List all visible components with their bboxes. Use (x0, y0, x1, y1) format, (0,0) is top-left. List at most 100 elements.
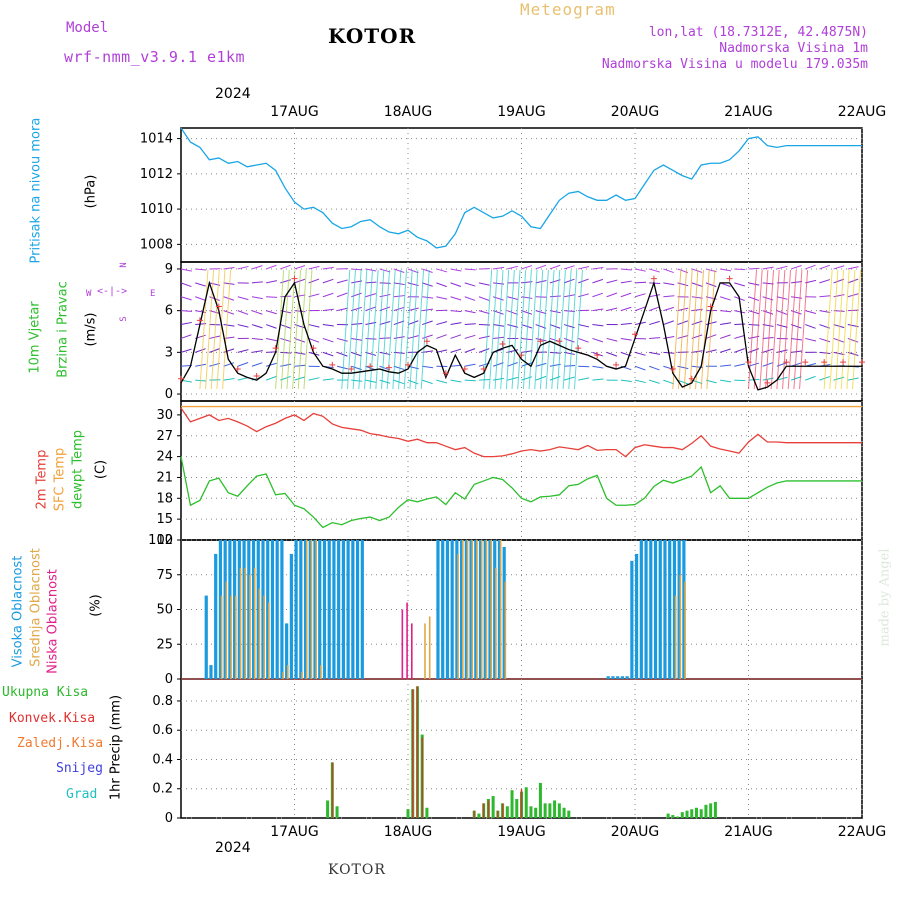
wind-barb-307 (450, 296, 462, 301)
cloud-bar-mid-68 (504, 581, 507, 679)
wind-barb-345 (308, 278, 320, 284)
day-label-bottom-0: 17AUG (270, 824, 319, 840)
cloud-bar-high-28 (313, 540, 317, 679)
wind-barb-206 (379, 321, 391, 326)
cloud-bar-high-32 (332, 540, 336, 679)
wind-barb-281 (762, 310, 774, 315)
cloud-bar-mid-28 (315, 540, 318, 679)
wind-barb-376 (748, 282, 760, 286)
ytick-cloud-4: 100 (148, 533, 173, 548)
wind-gust-mark-20 (367, 363, 374, 370)
cloud-bar-high-21 (280, 540, 284, 679)
wind-gust-mark-64 (783, 359, 790, 366)
wind-gust-mark-52 (669, 366, 676, 373)
wind-barb-397 (365, 268, 377, 272)
wind-barb-410 (549, 264, 561, 270)
wind-barb-347 (336, 279, 348, 284)
wind-barb-65 (422, 365, 434, 369)
wind-barb-132 (691, 350, 703, 353)
wind-barb-49 (195, 363, 207, 367)
wind-barb-272 (634, 306, 646, 312)
wind-band-6-1252 (829, 269, 839, 390)
wind-band-2-268 (363, 269, 373, 390)
wind-band-4-992 (706, 269, 716, 390)
cloud-bar-mid-10 (230, 595, 232, 679)
wind-barb-236 (805, 324, 816, 329)
wind-barb-283 (790, 310, 802, 315)
cloud-bar-high-9 (223, 540, 227, 679)
precip-bar-total-39 (690, 809, 694, 818)
wind-barb-373 (705, 282, 717, 288)
wind-barb-416 (634, 268, 646, 272)
precip-bar-total-2 (335, 806, 339, 818)
wind-barb-97 (195, 348, 206, 353)
wind-legend-w: W (86, 289, 92, 299)
precip-bar-convective-2 (416, 686, 419, 818)
wind-barb-285 (819, 310, 831, 314)
wind-barb-128 (634, 351, 646, 356)
wind-barb-318 (606, 292, 618, 298)
cloud-bar-high-18 (266, 540, 270, 679)
cloud-bar-high-19 (270, 540, 275, 679)
cloud-bar-mid-12 (239, 567, 242, 679)
wind-barb-68 (464, 363, 476, 367)
wind-barb-425 (762, 266, 774, 270)
wind-barb-383 (847, 278, 859, 284)
wind-barb-333 (819, 295, 831, 298)
cloud-bar-high-55 (441, 540, 445, 679)
wind-barb-341 (251, 281, 263, 284)
wind-gust-mark-70 (840, 359, 847, 366)
ytick-precip-0: 0 (165, 811, 173, 826)
wind-band-5-1092 (753, 269, 763, 390)
wind-barb-278 (720, 310, 732, 313)
wind-band-2-340 (398, 269, 408, 390)
cloud-bar-mid-14 (249, 574, 251, 679)
day-label-top-2: 19AUG (497, 104, 546, 120)
wind-barb-413 (592, 267, 604, 270)
wind-gust-mark-36 (518, 352, 525, 359)
wind-barb-408 (521, 265, 533, 270)
wind-gust-mark-60 (745, 359, 752, 366)
cloud-bar-high-59 (460, 540, 464, 679)
wind-speed-line (180, 280, 862, 391)
wind-barb-398 (379, 268, 391, 273)
wind-barb-271 (620, 306, 632, 312)
cloud-bar-high-57 (450, 540, 454, 679)
wind-barb-274 (663, 306, 675, 312)
wind-band-3-676 (556, 269, 566, 390)
wind-barb-399 (393, 268, 405, 274)
wind-barb-346 (322, 278, 334, 284)
wind-barb-67 (450, 364, 462, 367)
wind-barb-178 (663, 335, 675, 339)
wind-barb-142 (833, 351, 845, 356)
wind-barb-334 (833, 294, 845, 298)
precip-bar-total-34 (666, 813, 670, 818)
wind-barb-108 (351, 351, 362, 357)
wind-barb-406 (493, 266, 505, 270)
wind-band-1-104 (286, 269, 296, 390)
wind-band-2-316 (386, 269, 396, 390)
wind-barb-164 (464, 334, 476, 339)
wind-barb-393 (308, 265, 320, 270)
wind-band-0--32 (222, 269, 232, 390)
cloud-bar-high-15 (251, 540, 256, 679)
wind-barb-270 (606, 307, 618, 312)
precip-bar-total-14 (491, 796, 495, 818)
precip-bar-convective-4 (473, 810, 475, 818)
wind-barb-134 (719, 348, 731, 353)
wind-barb-244 (237, 310, 249, 315)
wind-barb-154 (322, 337, 334, 343)
cloud-bar-high-7 (214, 553, 218, 679)
legend-freezing-rain: Zaledj.Kisa (17, 736, 104, 751)
wind-band-6-1288 (846, 269, 856, 390)
wind-gust-mark-46 (613, 361, 620, 368)
cloud-bar-mid-9 (225, 581, 228, 679)
wind-barb-161 (422, 334, 433, 339)
wind-barb-4 (237, 376, 249, 381)
wind-barb-306 (436, 296, 448, 300)
wind-barb-63 (393, 365, 405, 371)
cloud-bar-mid-52 (428, 616, 431, 679)
wind-gust-mark-16 (329, 361, 336, 368)
cloud-bar-high-14 (247, 540, 251, 679)
day-label-top-1: 18AUG (384, 104, 433, 120)
